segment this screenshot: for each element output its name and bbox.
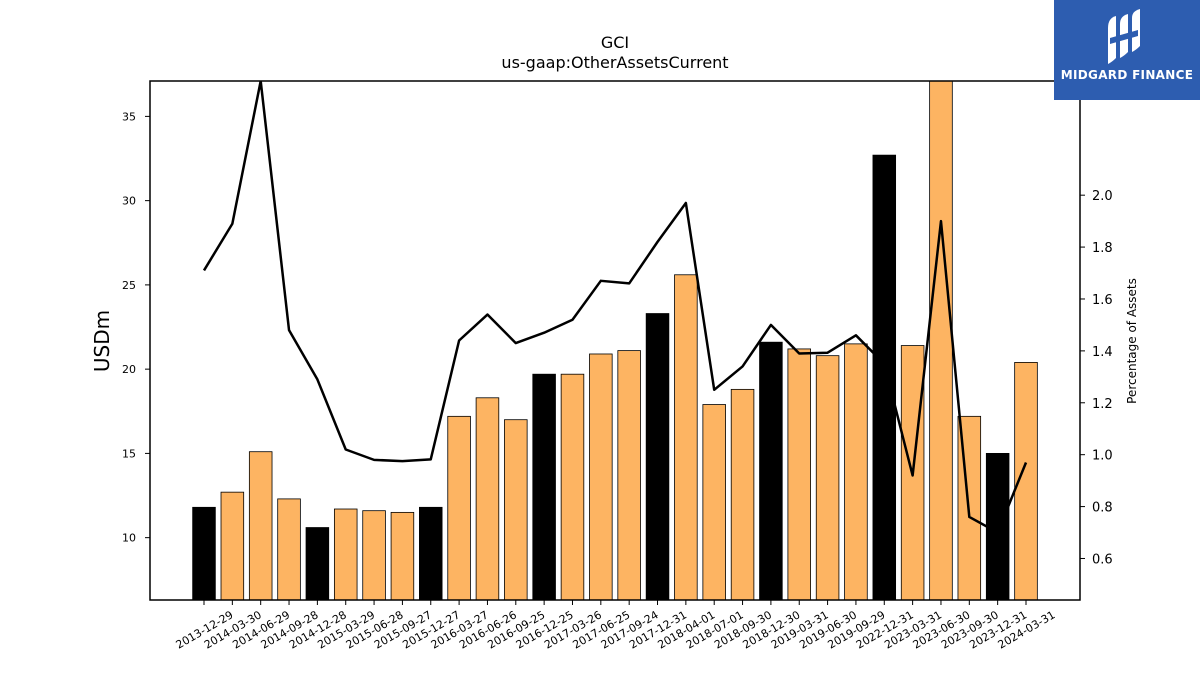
bar-2015-12-27 [419, 506, 443, 601]
bar-2017-06-25 [589, 353, 613, 601]
left-tick-label: 15 [122, 447, 136, 460]
bar-2014-12-28 [305, 527, 330, 601]
bar-2015-06-28 [362, 510, 386, 601]
left-tick-label: 30 [122, 195, 136, 208]
bar-2016-03-27 [447, 415, 471, 601]
right-tick-label: 1.8 [1092, 241, 1113, 256]
bar-2022-12-31 [872, 154, 897, 601]
bar-2013-12-29 [192, 506, 216, 601]
right-tick-label: 1.6 [1092, 293, 1113, 308]
bar-2018-12-30 [759, 341, 783, 601]
line-series [202, 81, 1028, 534]
bar-2017-12-31 [645, 313, 670, 601]
bar-2018-04-01 [674, 274, 698, 601]
bar-2019-03-31 [787, 348, 811, 601]
chart-subtitle: us-gaap:OtherAssetsCurrent [501, 53, 728, 72]
right-tick-label: 1.0 [1092, 449, 1113, 464]
bar-2014-09-28 [277, 498, 301, 601]
bar-2019-06-30 [815, 355, 840, 601]
plot-frame [149, 80, 1081, 601]
y-axis-label: USDm [90, 310, 114, 372]
midgard-logo-icon [1108, 9, 1140, 64]
right-tick-label: 0.8 [1092, 501, 1113, 516]
bar-2016-12-25 [532, 373, 556, 601]
bar-2019-09-29 [844, 343, 868, 601]
logo-text: MIDGARD FINANCE [1060, 68, 1194, 82]
bar-2018-07-01 [702, 404, 726, 601]
bar-2017-09-24 [617, 350, 641, 601]
bar-2016-09-25 [504, 419, 528, 601]
left-tick-label: 35 [122, 110, 136, 123]
right-tick-label: 0.6 [1092, 552, 1113, 567]
bar-2015-09-27 [390, 511, 415, 601]
left-tick-label: 25 [122, 279, 136, 292]
right-axis: 0.6 0.8 1.0 1.2 1.4 1.6 1.8 2.0 [1080, 189, 1113, 567]
bar-2017-03-26 [560, 373, 585, 601]
left-tick-label: 10 [122, 532, 136, 545]
bar-2014-06-29 [248, 451, 273, 601]
bar-2014-03-30 [220, 491, 245, 601]
right-tick-label: 2.0 [1092, 189, 1113, 204]
bar-2018-09-30 [730, 388, 755, 601]
right-tick-label: 1.4 [1092, 345, 1113, 360]
percentage-line [202, 81, 1028, 534]
left-axis: 10 15 20 25 30 35 [122, 110, 150, 545]
bar-2015-03-29 [333, 508, 358, 601]
midgard-logo: MIDGARD FINANCE [1054, 0, 1200, 100]
left-tick-label: 20 [122, 363, 136, 376]
chart-title: GCI [601, 33, 629, 52]
y2-axis-label: Percentage of Assets [1125, 278, 1139, 404]
bar-2023-12-31 [985, 452, 1010, 601]
bar-2016-06-26 [475, 397, 500, 601]
x-axis: 2013-12-292014-03-302014-06-292014-09-28… [174, 600, 1058, 652]
bar-series [192, 80, 1038, 601]
right-tick-label: 1.2 [1092, 397, 1113, 412]
bar-2023-06-30 [929, 80, 953, 601]
